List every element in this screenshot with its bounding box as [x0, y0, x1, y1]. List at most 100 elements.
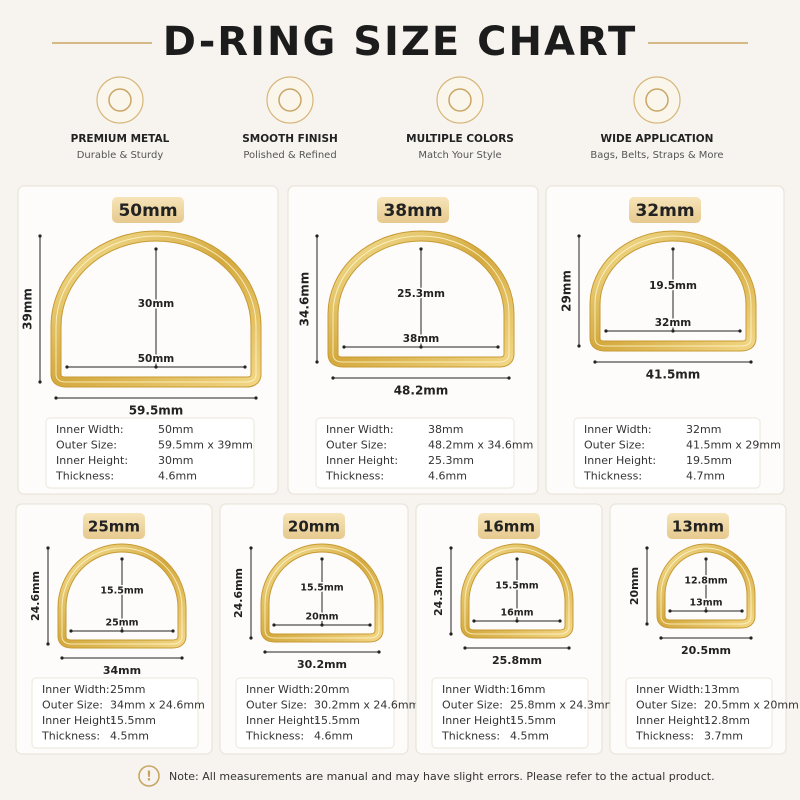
feature-icon-inner	[108, 88, 132, 112]
spec-label: Inner Width:	[246, 683, 314, 696]
spec-label: Outer Size:	[42, 699, 103, 712]
spec-label: Inner Height:	[326, 454, 398, 467]
dimension-end	[449, 632, 453, 636]
spec-value: 20mm	[314, 683, 349, 696]
feature-subtitle: Match Your Style	[418, 150, 501, 161]
ring-highlight	[61, 547, 183, 645]
feature-subtitle: Polished & Refined	[243, 150, 336, 161]
dimension-end	[472, 619, 476, 623]
outer-height: 34.6mm	[298, 272, 312, 327]
spec-box	[625, 677, 773, 749]
spec-label: Inner Height:	[584, 454, 656, 467]
spec-box	[573, 417, 761, 489]
size-badge	[83, 513, 145, 539]
spec-value: 15.5mm	[110, 714, 156, 727]
spec-value: 4.6mm	[314, 730, 353, 743]
dimension-end	[738, 329, 742, 333]
dimension-end	[249, 636, 253, 640]
dimension-end	[272, 623, 276, 627]
dimension-end	[419, 247, 423, 251]
spec-value: 50mm	[158, 423, 193, 436]
dimension-end	[54, 396, 58, 400]
spec-label: Thickness:	[325, 470, 384, 483]
spec-value: 34mm x 24.6mm	[110, 699, 205, 712]
spec-label: Outer Size:	[442, 699, 503, 712]
spec-value: 30.2mm x 24.6mm	[314, 699, 419, 712]
spec-value: 25mm	[110, 683, 145, 696]
spec-value: 25.8mm x 24.3mm	[510, 699, 615, 712]
inner-height: 15.5mm	[300, 583, 343, 594]
dimension-end	[154, 247, 158, 251]
feature-title: WIDE APPLICATION	[601, 133, 714, 145]
inner-height: 15.5mm	[495, 581, 538, 592]
spec-value: 41.5mm x 29mm	[686, 439, 781, 452]
spec-label: Inner Width:	[442, 683, 510, 696]
dimension-end	[368, 623, 372, 627]
dimension-end	[704, 557, 708, 561]
spec-value: 38mm	[428, 423, 463, 436]
size-label: 25mm	[88, 518, 140, 536]
spec-value: 32mm	[686, 423, 721, 436]
outer-height: 39mm	[21, 288, 35, 330]
size-badge	[377, 197, 449, 223]
dimension-end	[263, 650, 267, 654]
feature-title: SMOOTH FINISH	[242, 133, 338, 145]
spec-label: Outer Size:	[636, 699, 697, 712]
spec-value: 20.5mm x 20mm	[704, 699, 799, 712]
spec-value: 4.6mm	[158, 470, 197, 483]
dimension-end	[171, 629, 175, 633]
dimension-end	[593, 360, 597, 364]
dimension-end	[645, 622, 649, 626]
spec-value: 4.6mm	[428, 470, 467, 483]
inner-height: 30mm	[138, 298, 175, 310]
cards: 50mm 39mm 59.5mm 30mm 50mm Inner Width: 50mm Ou…	[15, 185, 799, 755]
dimension-end	[463, 646, 467, 650]
dimension-end	[558, 619, 562, 623]
spec-label: Inner Width:	[42, 683, 110, 696]
spec-value: 16mm	[510, 683, 545, 696]
spec-label: Outer Size:	[246, 699, 307, 712]
size-label: 50mm	[118, 201, 177, 221]
spec-value: 59.5mm x 39mm	[158, 439, 253, 452]
dimension-end	[749, 636, 753, 640]
spec-value: 3.7mm	[704, 730, 743, 743]
spec-label: Inner Height:	[246, 714, 318, 727]
dimension-end	[567, 646, 571, 650]
spec-label: Outer Size:	[584, 439, 645, 452]
spec-value: 15.5mm	[510, 714, 556, 727]
spec-label: Thickness:	[583, 470, 642, 483]
outer-height: 20mm	[628, 567, 641, 605]
spec-label: Thickness:	[245, 730, 304, 743]
ring-highlight	[332, 235, 510, 363]
dimension-end	[749, 360, 753, 364]
dimension-end	[577, 344, 581, 348]
dimension-end	[496, 345, 500, 349]
dimension-end	[46, 642, 50, 646]
dimension-end	[120, 557, 124, 561]
feature-icon	[96, 76, 144, 124]
outer-width: 20.5mm	[681, 644, 731, 657]
spec-value: 12.8mm	[704, 714, 750, 727]
ring-highlight	[55, 235, 257, 383]
inner-height: 12.8mm	[684, 576, 727, 587]
dimension-end	[515, 557, 519, 561]
spec-value: 4.5mm	[110, 730, 149, 743]
spec-value: 4.7mm	[686, 470, 725, 483]
dimension-end	[342, 345, 346, 349]
ring-card: 38mm 34.6mm 48.2mm 25.3mm 38mm Inner Width: 38…	[287, 185, 539, 495]
dimension-end	[645, 546, 649, 550]
feature-icon-inner	[645, 88, 669, 112]
size-label: 32mm	[635, 201, 694, 221]
dimension-end	[69, 629, 73, 633]
feature-title: MULTIPLE COLORS	[406, 133, 514, 145]
dimension-end	[315, 234, 319, 238]
dimension-end	[46, 546, 50, 550]
note: Note: All measurements are manual and ma…	[169, 770, 715, 783]
ring-card: 50mm 39mm 59.5mm 30mm 50mm Inner Width: 50mm Ou…	[17, 185, 279, 495]
outer-width: 34mm	[103, 664, 141, 677]
spec-label: Inner Height:	[56, 454, 128, 467]
feature-title: PREMIUM METAL	[71, 133, 170, 145]
spec-value: 13mm	[704, 683, 739, 696]
